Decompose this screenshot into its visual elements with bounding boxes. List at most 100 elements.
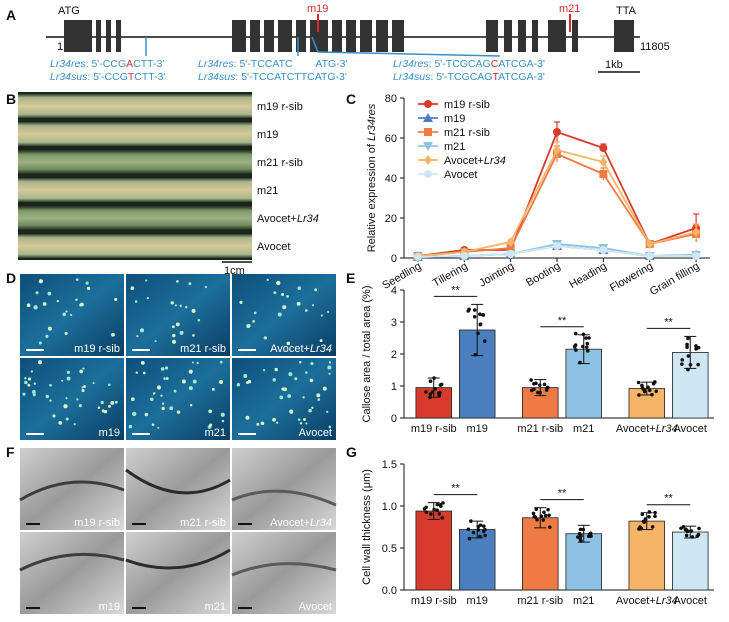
y-tick-label: 1 bbox=[391, 381, 397, 393]
replicate-point bbox=[469, 519, 473, 523]
replicate-point bbox=[438, 390, 442, 395]
callose-deposit-dot bbox=[179, 330, 184, 335]
callose-deposit-dot bbox=[266, 278, 269, 281]
callose-deposit-dot bbox=[192, 379, 197, 384]
replicate-point bbox=[689, 529, 694, 533]
exon bbox=[332, 20, 342, 52]
x-tick-label: Avocet+Lr34 bbox=[616, 595, 678, 607]
replicate-point bbox=[476, 524, 481, 529]
bar bbox=[458, 529, 496, 591]
callose-deposit-dot bbox=[107, 383, 111, 387]
replicate-point bbox=[647, 388, 652, 393]
legend-label: Avocet bbox=[444, 169, 477, 181]
callose-deposit-dot bbox=[316, 393, 321, 398]
bar bbox=[522, 517, 559, 591]
data-point bbox=[645, 239, 654, 249]
callose-deposit-dot bbox=[111, 332, 115, 337]
replicate-point bbox=[589, 534, 593, 539]
svg-text:Lr34res: 5'-TCCATC ATG-: Lr34res: 5'-TCCATC ATG-3' bbox=[198, 58, 348, 70]
exon bbox=[106, 20, 111, 52]
replicate-point bbox=[640, 512, 645, 517]
callose-deposit-dot bbox=[160, 394, 163, 397]
leaf-m19 bbox=[18, 122, 252, 146]
callose-deposit-dot bbox=[114, 297, 118, 301]
legend-marker bbox=[423, 113, 433, 122]
callose-deposit-dot bbox=[297, 286, 302, 290]
significance-label: ** bbox=[558, 315, 567, 327]
callose-deposit-dot bbox=[322, 386, 327, 391]
callose-deposit-dot bbox=[83, 385, 86, 388]
callose-deposit-dot bbox=[319, 339, 323, 343]
replicate-point bbox=[546, 507, 550, 512]
replicate-point bbox=[542, 382, 547, 387]
leaf-avocet-lr34 bbox=[18, 206, 252, 230]
exon bbox=[360, 20, 372, 52]
callose-deposit-dot bbox=[140, 360, 145, 365]
callose-deposit-dot bbox=[45, 334, 49, 338]
y-tick-label: 60 bbox=[385, 133, 397, 145]
x-tick-label: m19 r-sib bbox=[411, 595, 457, 607]
replicate-point bbox=[543, 513, 548, 518]
replicate-point bbox=[482, 339, 487, 343]
replicate-point bbox=[680, 362, 684, 366]
callose-deposit-dot bbox=[169, 406, 174, 411]
replicate-point bbox=[688, 362, 693, 367]
replicate-point bbox=[653, 510, 657, 515]
replicate-point bbox=[685, 342, 689, 347]
callose-deposit-dot bbox=[272, 378, 276, 382]
y-tick-label: 2 bbox=[391, 349, 397, 361]
exon bbox=[264, 20, 274, 52]
replicate-point bbox=[650, 525, 655, 529]
svg-text:Lr34res: 5'-CCGACTT-3': Lr34res: 5'-CCGACTT-3' bbox=[50, 58, 164, 70]
significance-label: ** bbox=[558, 488, 567, 500]
callose-deposit-dot bbox=[79, 302, 84, 307]
callose-deposit-dot bbox=[196, 361, 199, 365]
callose-deposit-dot bbox=[191, 308, 196, 314]
callose-deposit-dot bbox=[64, 331, 68, 335]
callose-deposit-dot bbox=[63, 404, 68, 409]
callose-deposit-dot bbox=[243, 374, 248, 378]
callose-deposit-dot bbox=[73, 423, 76, 426]
callose-deposit-dot bbox=[62, 312, 67, 317]
panel-label-c: C bbox=[346, 91, 356, 107]
callose-deposit-dot bbox=[130, 286, 135, 291]
callose-deposit-dot bbox=[286, 341, 291, 346]
callose-deposit-dot bbox=[65, 397, 68, 400]
replicate-point bbox=[483, 533, 487, 538]
leaf-label-2: m19 bbox=[257, 129, 278, 141]
callose-deposit-dot bbox=[142, 371, 146, 375]
callose-deposit-dot bbox=[136, 335, 139, 338]
data-point bbox=[506, 250, 515, 258]
replicate-point bbox=[686, 367, 690, 372]
fluo-label-2: m21 r-sib bbox=[180, 343, 226, 355]
replicate-point bbox=[578, 527, 583, 532]
series-avocet bbox=[413, 242, 701, 261]
callose-deposit-dot bbox=[144, 412, 149, 417]
svg-text:Lr34sus: 5'-TCGCAGTATCGA-3': Lr34sus: 5'-TCGCAGTATCGA-3' bbox=[393, 71, 545, 83]
replicate-point bbox=[478, 312, 482, 316]
panel-label-e: E bbox=[346, 270, 355, 286]
em-avocet bbox=[232, 532, 336, 614]
replicate-point bbox=[581, 332, 586, 337]
exon bbox=[232, 20, 246, 52]
replicate-point bbox=[473, 352, 478, 357]
exon bbox=[296, 20, 306, 52]
callose-deposit-dot bbox=[286, 295, 289, 298]
data-point bbox=[413, 253, 422, 261]
callose-deposit-dot bbox=[260, 421, 265, 426]
callose-deposit-dot bbox=[208, 409, 213, 414]
data-point bbox=[553, 128, 561, 136]
callose-bar-chart: 0 1 2 3 4 Callose area / total area (%) m19 r-… bbox=[361, 284, 714, 435]
panel-label-b: B bbox=[6, 91, 16, 107]
callose-deposit-dot bbox=[272, 417, 276, 422]
callose-deposit-dot bbox=[128, 424, 133, 429]
replicate-point bbox=[432, 507, 436, 512]
replicate-point bbox=[481, 524, 486, 528]
replicate-point bbox=[428, 379, 433, 384]
y-tick-label: 80 bbox=[385, 93, 397, 105]
data-point bbox=[692, 227, 701, 237]
leaf-avocet bbox=[18, 234, 252, 258]
exon bbox=[518, 20, 526, 52]
x-tick-label: Heading bbox=[567, 260, 608, 291]
callose-deposit-dot bbox=[279, 395, 284, 400]
